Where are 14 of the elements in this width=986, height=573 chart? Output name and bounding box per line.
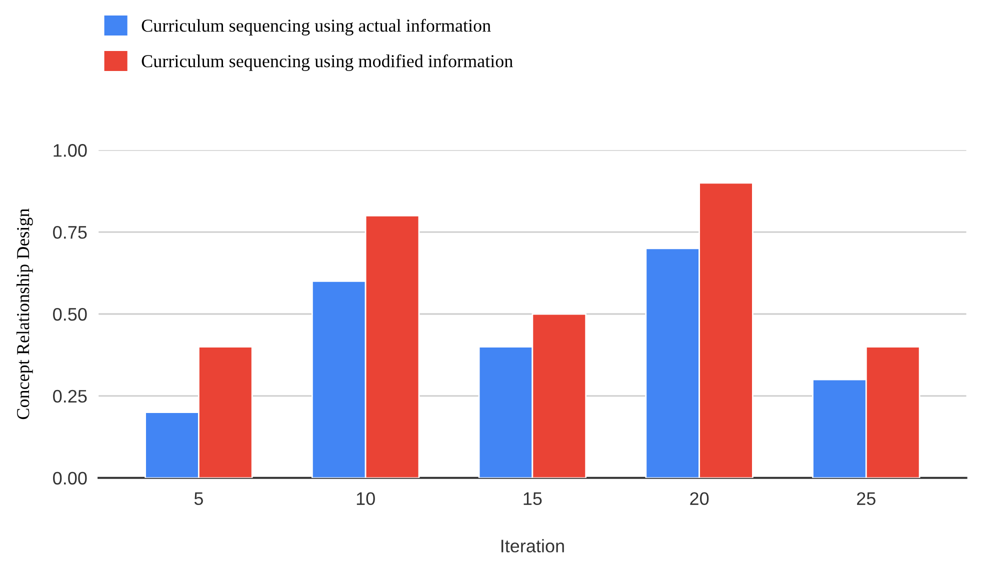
y-axis-title: Concept Relationship Design xyxy=(16,208,33,420)
y-tick-label: 0.50 xyxy=(53,308,87,321)
y-tick-label: 1.00 xyxy=(54,144,87,157)
x-tick-label: 25 xyxy=(857,492,876,506)
x-tick-label: 5 xyxy=(194,492,203,506)
x-axis-title: Iteration xyxy=(501,539,564,552)
y-tick-label: 0.75 xyxy=(53,226,87,239)
x-tick-label: 15 xyxy=(524,492,542,506)
y-tick-label: 0.00 xyxy=(53,472,87,485)
legend-label: Curriculum sequencing using modified information xyxy=(142,54,513,71)
x-tick-label: 10 xyxy=(356,492,375,506)
x-tick-label: 20 xyxy=(690,492,709,506)
legend-label: Curriculum sequencing using actual information xyxy=(142,18,491,36)
y-tick-label: 0.25 xyxy=(53,390,87,403)
